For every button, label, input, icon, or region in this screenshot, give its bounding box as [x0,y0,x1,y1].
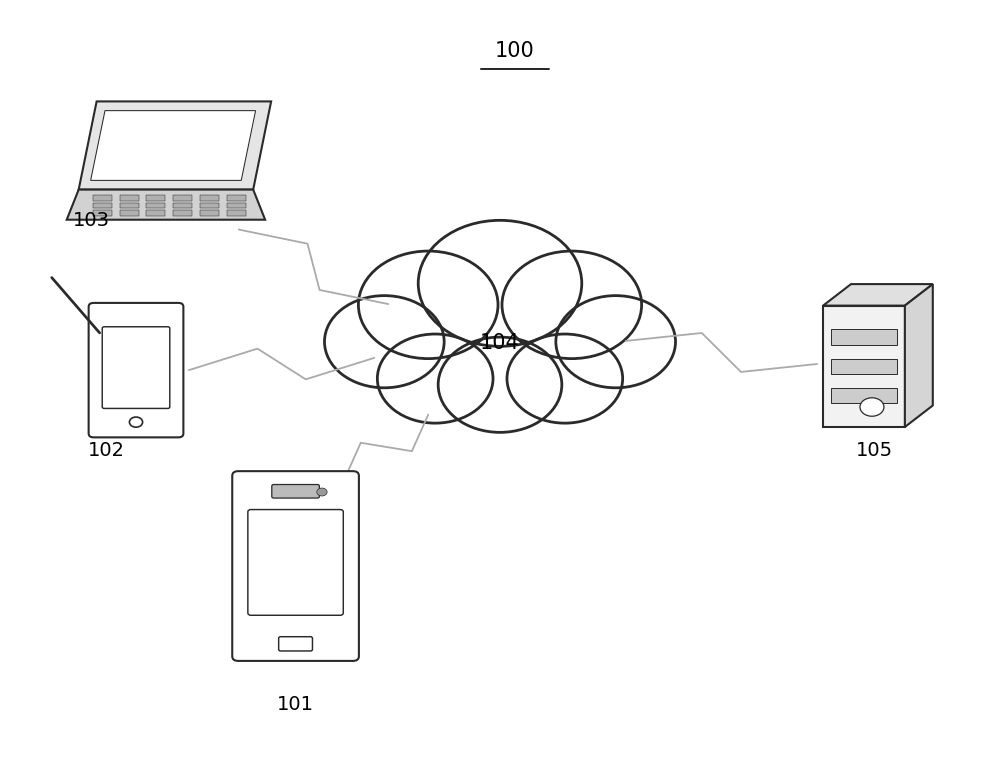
Text: 105: 105 [855,441,893,460]
FancyBboxPatch shape [279,637,312,651]
Bar [93,195,112,200]
Circle shape [418,221,582,346]
Bar [823,305,905,427]
Circle shape [556,295,676,388]
Circle shape [438,337,562,433]
FancyBboxPatch shape [89,303,183,437]
Text: 101: 101 [277,695,314,714]
Bar [173,210,192,216]
FancyBboxPatch shape [272,484,319,498]
Bar [93,210,112,216]
Circle shape [412,268,588,403]
Bar [146,203,165,208]
Bar [200,195,219,200]
Circle shape [502,251,642,359]
Bar [146,210,165,216]
Bar [227,203,246,208]
Bar [120,195,139,200]
Polygon shape [823,284,933,305]
Bar [93,203,112,208]
Bar [146,195,165,200]
Polygon shape [905,284,933,427]
FancyBboxPatch shape [102,327,170,409]
Bar [227,195,246,200]
Bar [120,203,139,208]
Circle shape [860,398,884,416]
Bar [831,359,897,374]
FancyBboxPatch shape [248,510,343,615]
Circle shape [507,334,623,423]
FancyBboxPatch shape [232,471,359,661]
Polygon shape [91,110,256,180]
Bar [120,210,139,216]
Polygon shape [79,102,271,190]
Bar [173,195,192,200]
Circle shape [129,417,143,427]
Text: 104: 104 [480,333,520,353]
Circle shape [324,295,444,388]
Circle shape [377,334,493,423]
Bar [200,210,219,216]
Text: 102: 102 [88,441,125,460]
Circle shape [317,488,327,496]
Bar [227,210,246,216]
Text: 103: 103 [73,210,110,230]
Text: 100: 100 [495,42,535,62]
Polygon shape [67,190,265,220]
Bar [831,388,897,403]
Bar [831,329,897,345]
Bar [200,203,219,208]
Circle shape [358,251,498,359]
Bar [173,203,192,208]
